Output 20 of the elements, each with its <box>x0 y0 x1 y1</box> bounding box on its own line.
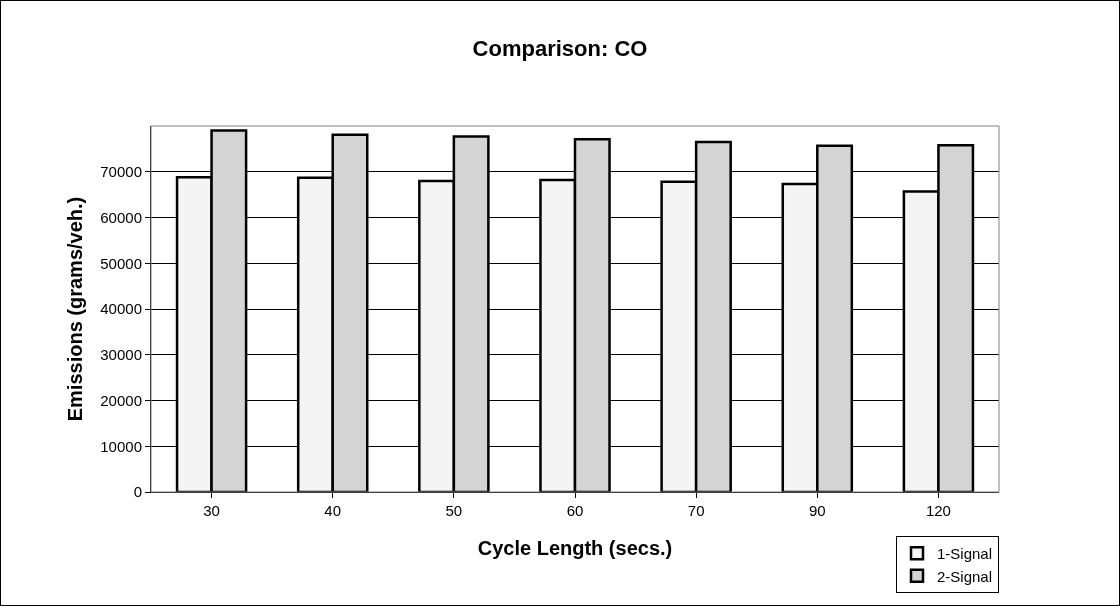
y-axis-title: Emissions (grams/veh.) <box>63 196 86 422</box>
x-tick-label: 120 <box>925 502 951 519</box>
y-tick-label: 0 <box>133 483 142 501</box>
x-tick-label: 60 <box>566 502 584 519</box>
x-tick-label: 70 <box>687 502 705 519</box>
x-tick-label: 30 <box>203 502 220 519</box>
x-tick-label: 50 <box>445 502 463 519</box>
legend-label: 2-Signal <box>937 567 993 585</box>
y-tick-label: 30000 <box>100 346 142 363</box>
y-tick-label: 40000 <box>100 300 142 318</box>
y-tick-label: 50000 <box>100 254 142 272</box>
chart-title: Comparison: CO <box>472 35 648 61</box>
x-tick-label: 90 <box>808 502 826 519</box>
y-tick-label: 70000 <box>100 163 142 180</box>
legend-label: 1-Signal <box>937 545 993 563</box>
y-tick-label: 20000 <box>100 391 142 409</box>
x-tick-label: 40 <box>324 502 342 519</box>
y-tick-label: 60000 <box>100 208 142 226</box>
y-tick-label: 10000 <box>100 437 142 455</box>
x-axis-title: Cycle Length (secs.) <box>477 536 673 559</box>
